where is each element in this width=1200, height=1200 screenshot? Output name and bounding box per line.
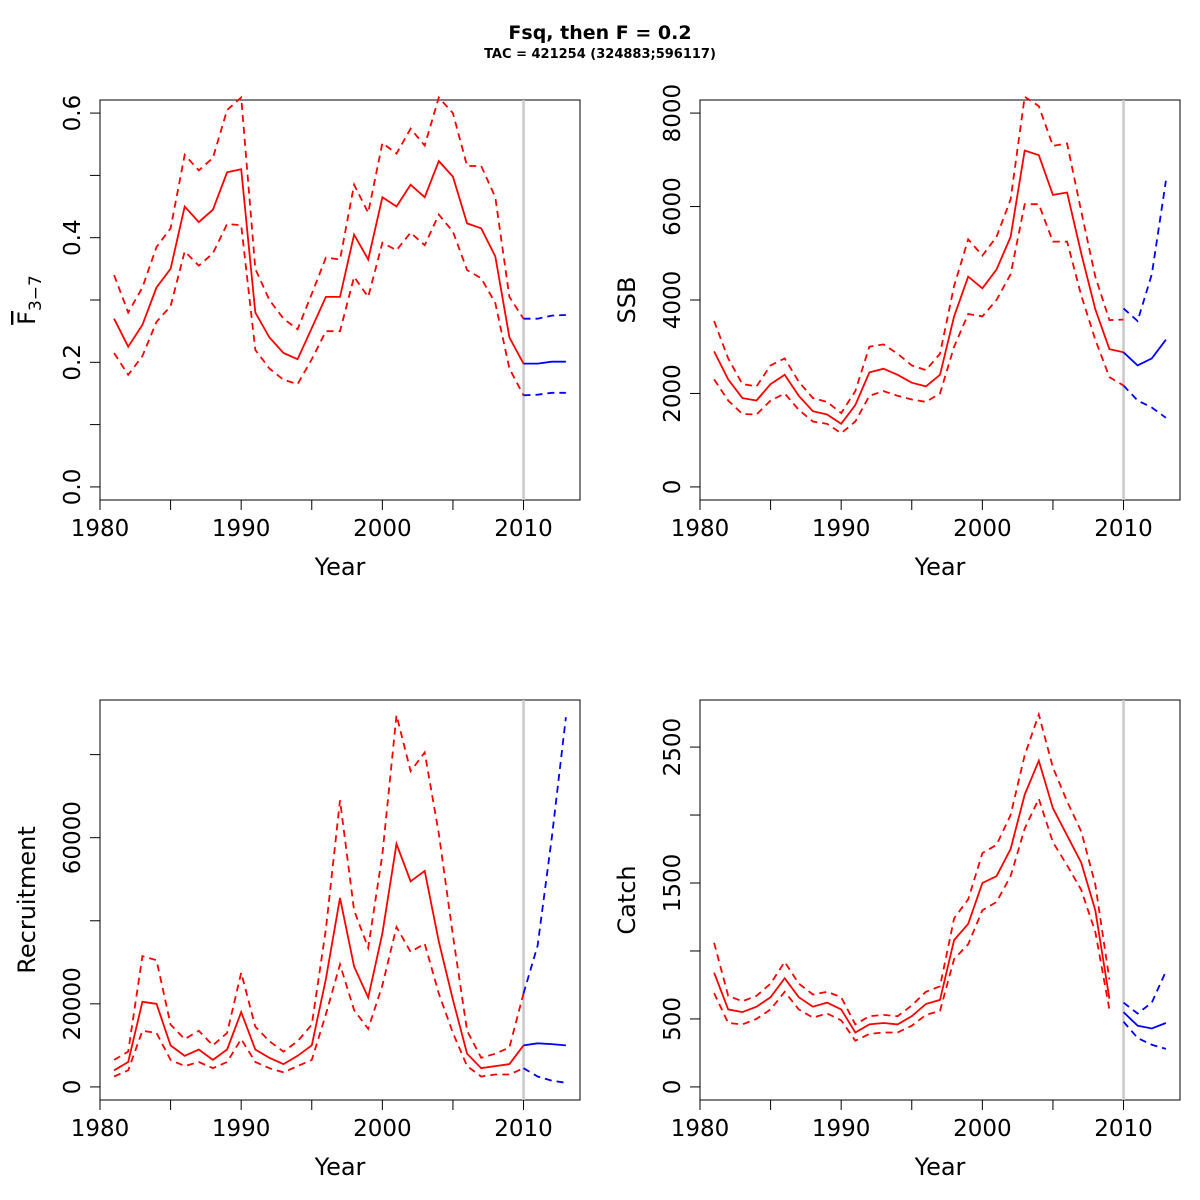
y-axis-label: F3−7 (13, 275, 46, 325)
figure-subtitle: TAC = 421254 (324883;596117) (484, 47, 716, 62)
y-tick-label: 20000 (60, 967, 86, 1040)
x-axis-label: Year (914, 553, 966, 581)
projection-lower-line (523, 1067, 567, 1084)
x-tick-label: 2000 (953, 516, 1012, 542)
x-tick-label: 1980 (671, 516, 730, 542)
x-tick-label: 2010 (494, 1116, 553, 1142)
x-tick-label: 1980 (71, 1116, 130, 1142)
y-tick-label: 1500 (660, 854, 686, 913)
y-tick-label: 0 (60, 1080, 86, 1095)
panel-2: 1980 1990 2000 2010 0 2000 4000 6000 8000 Year SSB (613, 84, 1181, 581)
x-tick-label: 1990 (212, 516, 271, 542)
x-tick-label: 1980 (71, 516, 130, 542)
y-tick-label: 0 (660, 480, 686, 495)
projection-upper-line (1122, 971, 1167, 1015)
y-tick-label: 0.6 (60, 95, 86, 132)
projection-estimate-line (523, 360, 566, 365)
y-tick-label: 0.2 (60, 344, 86, 381)
historical-estimate-line (713, 758, 1111, 1034)
projection-upper-line (522, 717, 567, 994)
y-tick-label: 0.4 (60, 219, 86, 256)
y-axis-label: SSB (613, 277, 641, 324)
plot-frame (699, 699, 1181, 1101)
historical-upper-line (113, 95, 525, 331)
plot-frame (99, 699, 581, 1101)
y-tick-label: 0 (660, 1080, 686, 1095)
historical-upper-line (713, 95, 1124, 415)
x-tick-label: 2010 (494, 516, 553, 542)
projection-upper-line (523, 314, 566, 320)
y-tick-label: 0.0 (60, 469, 86, 506)
x-tick-label: 2000 (353, 1116, 412, 1142)
projection-estimate-line (1122, 1011, 1167, 1030)
y-tick-label: 2000 (660, 364, 686, 423)
x-tick-label: 1990 (812, 516, 871, 542)
x-tick-label: 1990 (812, 1116, 871, 1142)
figure-title: Fsq, then F = 0.2 (508, 22, 692, 44)
panel-3: 1980 1990 2000 2010 0 20000 60000 Year Recruitme… (13, 699, 581, 1181)
panel-4: 1980 1990 2000 2010 0 500 1500 2500 Year Catch (613, 699, 1181, 1181)
historical-upper-line (713, 711, 1111, 1026)
historical-estimate-line (113, 840, 525, 1072)
x-axis-label: Year (314, 1153, 366, 1181)
plot-frame (699, 99, 1181, 501)
x-tick-label: 1990 (212, 1116, 271, 1142)
x-tick-label: 2000 (353, 516, 412, 542)
x-axis-label: Year (314, 553, 366, 581)
y-axis-label: Catch (613, 865, 641, 934)
historical-lower-line (113, 924, 524, 1078)
historical-lower-line (713, 203, 1124, 435)
projection-lower-line (1122, 1021, 1167, 1050)
y-tick-label: 2500 (660, 718, 686, 777)
x-tick-label: 2000 (953, 1116, 1012, 1142)
x-tick-label: 1980 (671, 1116, 730, 1142)
projection-upper-line (1122, 180, 1167, 323)
projection-estimate-line (523, 1042, 566, 1047)
y-axis-label: Recruitment (13, 826, 41, 973)
y-tick-label: 4000 (660, 271, 686, 330)
panel-1: 1980 1990 2000 2010 0.0 0.2 0.4 0.6 Year F3−7 (13, 95, 581, 581)
y-tick-label: 500 (660, 997, 686, 1041)
x-axis-label: Year (914, 1153, 966, 1181)
y-tick-label: 6000 (660, 177, 686, 236)
projection-estimate-line (1122, 339, 1167, 367)
projection-lower-line (1122, 384, 1167, 419)
historical-estimate-line (113, 159, 525, 365)
historical-upper-line (113, 714, 525, 1061)
y-tick-label: 8000 (660, 84, 686, 143)
projection-lower-line (523, 391, 566, 397)
historical-lower-line (113, 212, 525, 396)
y-tick-label: 60000 (60, 801, 86, 874)
historical-estimate-line (713, 149, 1124, 426)
historical-lower-line (713, 796, 1111, 1042)
x-tick-label: 2010 (1094, 516, 1153, 542)
x-tick-label: 2010 (1094, 1116, 1153, 1142)
